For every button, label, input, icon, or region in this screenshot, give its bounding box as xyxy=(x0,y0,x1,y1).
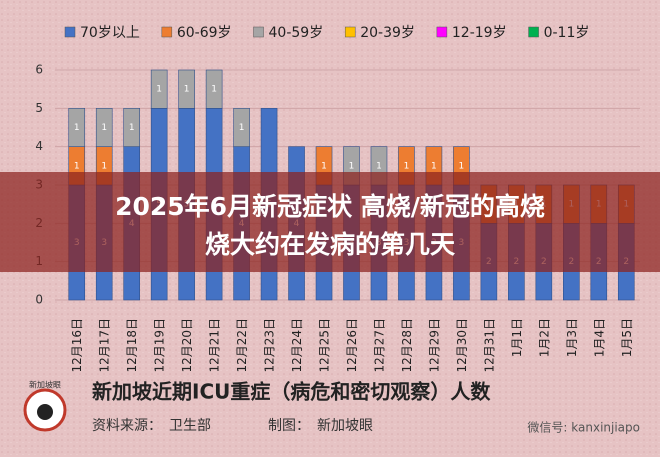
legend-label: 0-11岁 xyxy=(544,25,590,41)
x-tick-label: 12月18日 xyxy=(125,318,139,373)
legend-label: 12-19岁 xyxy=(452,25,507,41)
value-label: 1 xyxy=(349,161,355,171)
x-tick-label: 12月19日 xyxy=(153,318,167,373)
x-tick-label: 1月4日 xyxy=(592,318,606,357)
value-label: 1 xyxy=(239,123,245,133)
value-label: 1 xyxy=(101,161,107,171)
value-label: 1 xyxy=(431,161,437,171)
legend-label: 40-59岁 xyxy=(269,25,324,41)
x-tick-label: 1月5日 xyxy=(620,318,634,357)
value-label: 1 xyxy=(184,85,190,95)
bar-segment xyxy=(95,108,113,147)
x-tick-label: 12月24日 xyxy=(290,318,304,373)
legend-swatch xyxy=(436,26,448,38)
x-tick-label: 1月3日 xyxy=(565,318,579,357)
bar-segment xyxy=(233,108,250,147)
x-tick-label: 12月31日 xyxy=(482,318,496,373)
legend-swatch xyxy=(528,26,539,38)
bar-segment xyxy=(123,108,140,147)
legend-label: 20-39岁 xyxy=(360,25,415,41)
logo-text: 新加坡眼 xyxy=(29,380,61,390)
value-label: 1 xyxy=(376,161,382,171)
x-tick-label: 1月2日 xyxy=(537,318,551,357)
x-tick-label: 12月25日 xyxy=(318,318,332,373)
value-label: 1 xyxy=(321,161,327,171)
x-tick-label: 12月28日 xyxy=(400,318,414,373)
y-tick-label: 6 xyxy=(35,63,43,77)
legend-swatch xyxy=(161,26,173,38)
x-tick-label: 12月20日 xyxy=(180,318,194,373)
y-tick-label: 0 xyxy=(35,293,43,307)
x-tick-label: 12月23日 xyxy=(263,318,277,373)
value-label: 1 xyxy=(459,161,465,171)
x-tick-label: 12月29日 xyxy=(427,318,441,373)
bar-segment xyxy=(178,69,195,109)
source: 资料来源： 卫生部 xyxy=(92,418,211,434)
x-tick-label: 12月27日 xyxy=(372,318,386,373)
x-tick-label: 12月21日 xyxy=(208,318,222,373)
bar-segment xyxy=(150,69,168,109)
legend-label: 60-69岁 xyxy=(177,25,232,41)
overlay-title: 烧大约在发病的第几天 xyxy=(205,230,455,259)
value-label: 1 xyxy=(101,123,107,133)
chart-title: 新加坡近期ICU重症（病危和密切观察）人数 xyxy=(92,380,491,404)
value-label: 1 xyxy=(211,85,217,95)
y-tick-label: 4 xyxy=(35,139,43,153)
value-label: 1 xyxy=(74,161,80,171)
bar-segment xyxy=(68,108,86,147)
value-label: 1 xyxy=(156,85,162,95)
logo-icon xyxy=(37,404,53,420)
value-label: 1 xyxy=(404,161,410,171)
overlay-title: 2025年6月新冠症状 高烧/新冠的高烧 xyxy=(115,192,545,221)
x-tick-label: 1月1日 xyxy=(510,318,524,357)
bar-segment xyxy=(205,69,223,109)
x-tick-label: 12月17日 xyxy=(98,318,112,373)
legend-swatch xyxy=(344,26,356,38)
legend-swatch xyxy=(64,26,76,38)
legend-swatch xyxy=(253,26,264,38)
x-tick-label: 12月30日 xyxy=(455,318,469,373)
value-label: 1 xyxy=(74,123,80,133)
overlay-band xyxy=(0,172,660,272)
y-tick-label: 5 xyxy=(35,101,43,115)
credit: 制图： 新加坡眼 xyxy=(268,418,373,434)
x-tick-label: 12月26日 xyxy=(345,318,359,373)
value-label: 1 xyxy=(129,123,135,133)
watermark: 微信号: kanxinjiapo xyxy=(527,421,640,435)
legend-label: 70岁以上 xyxy=(80,25,140,41)
x-tick-label: 12月22日 xyxy=(235,318,249,373)
x-tick-label: 12月16日 xyxy=(70,318,84,373)
